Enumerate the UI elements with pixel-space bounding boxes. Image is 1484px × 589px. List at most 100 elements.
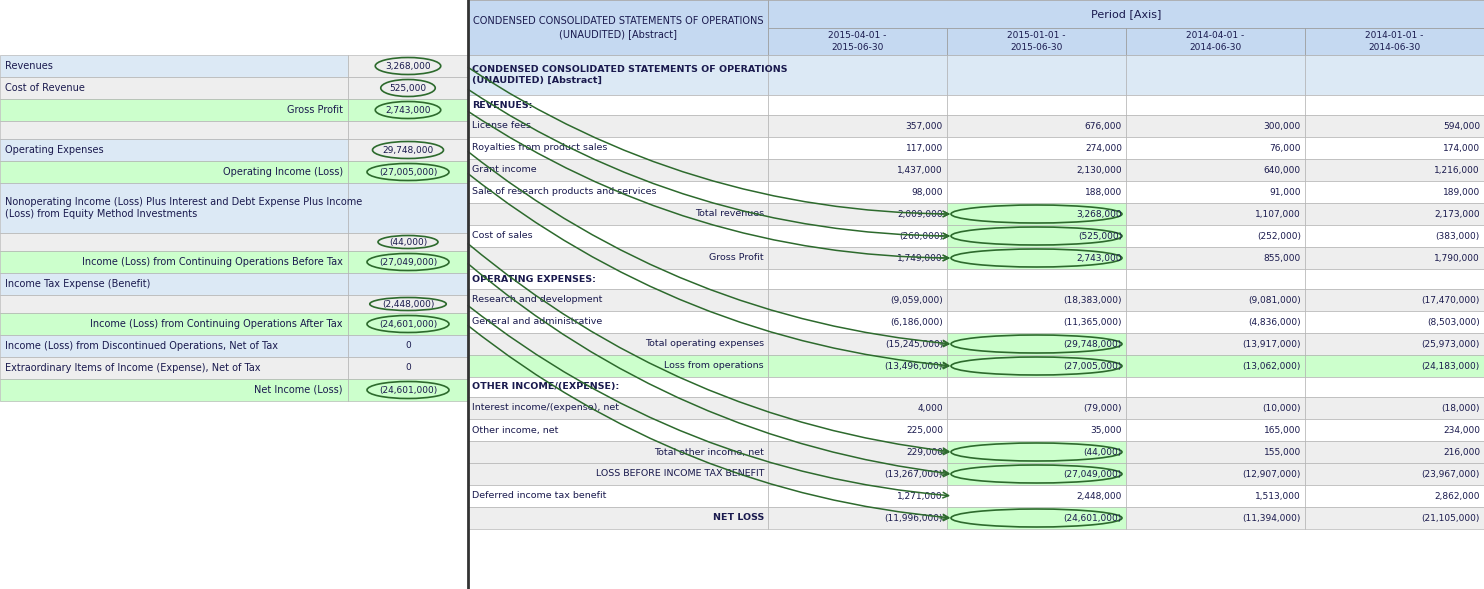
Bar (0, 139, 349, 161)
Bar (1126, 463, 1304, 485)
Text: Income (Loss) from Continuing Operations After Tax: Income (Loss) from Continuing Operations… (91, 319, 343, 329)
Bar (467, 289, 769, 311)
Text: (13,917,000): (13,917,000) (1242, 339, 1301, 349)
Bar (947, 311, 1126, 333)
Bar (1126, 28, 1304, 55)
Text: 2,009,000: 2,009,000 (898, 210, 942, 219)
Text: OTHER INCOME/(EXPENSE):: OTHER INCOME/(EXPENSE): (472, 382, 619, 392)
Bar (1126, 397, 1304, 419)
Text: 2,448,000: 2,448,000 (1076, 491, 1122, 501)
Text: 2,743,000: 2,743,000 (1076, 253, 1122, 263)
Bar (769, 247, 947, 269)
Text: (8,503,000): (8,503,000) (1428, 317, 1480, 326)
Bar (349, 313, 467, 335)
Text: General and administrative: General and administrative (472, 317, 603, 326)
Bar (0, 379, 349, 401)
Text: 2014-01-01 -
2014-06-30: 2014-01-01 - 2014-06-30 (1365, 31, 1423, 52)
Text: 165,000: 165,000 (1264, 425, 1301, 435)
Text: (18,383,000): (18,383,000) (1064, 296, 1122, 305)
Text: 35,000: 35,000 (1091, 425, 1122, 435)
Bar (769, 397, 947, 419)
Bar (1126, 55, 1304, 95)
Text: 1,513,000: 1,513,000 (1255, 491, 1301, 501)
Text: CONDENSED CONSOLIDATED STATEMENTS OF OPERATIONS
(UNAUDITED) [Abstract]: CONDENSED CONSOLIDATED STATEMENTS OF OPE… (472, 65, 788, 85)
Text: (525,000): (525,000) (1077, 231, 1122, 240)
Text: 225,000: 225,000 (907, 425, 942, 435)
Bar (1126, 333, 1304, 355)
Text: 0: 0 (405, 342, 411, 350)
Text: 2,743,000: 2,743,000 (386, 105, 430, 114)
Text: (11,394,000): (11,394,000) (1242, 514, 1301, 522)
Text: 229,000: 229,000 (907, 448, 942, 456)
Bar (769, 311, 947, 333)
Bar (467, 0, 769, 55)
Text: 357,000: 357,000 (905, 121, 942, 131)
Text: (260,000): (260,000) (899, 231, 942, 240)
Text: Cost of sales: Cost of sales (472, 231, 533, 240)
Text: Grant income: Grant income (472, 166, 537, 174)
Bar (1126, 311, 1304, 333)
Bar (1126, 181, 1304, 203)
Bar (1304, 115, 1484, 137)
Text: (2,448,000): (2,448,000) (381, 299, 435, 309)
Bar (1126, 115, 1304, 137)
Bar (1304, 333, 1484, 355)
Bar (467, 377, 769, 397)
Bar (467, 225, 769, 247)
Bar (947, 28, 1126, 55)
Bar (947, 203, 1126, 225)
Text: OPERATING EXPENSES:: OPERATING EXPENSES: (472, 274, 597, 283)
Text: LOSS BEFORE INCOME TAX BENEFIT: LOSS BEFORE INCOME TAX BENEFIT (595, 469, 764, 478)
Text: 2,862,000: 2,862,000 (1435, 491, 1480, 501)
Text: (25,973,000): (25,973,000) (1422, 339, 1480, 349)
Bar (1126, 289, 1304, 311)
Bar (947, 397, 1126, 419)
Bar (467, 137, 769, 159)
Text: (27,005,000): (27,005,000) (378, 167, 438, 177)
Bar (947, 333, 1126, 355)
Bar (1304, 419, 1484, 441)
Bar (947, 137, 1126, 159)
Bar (0, 233, 349, 251)
Bar (769, 0, 1484, 28)
Bar (769, 377, 947, 397)
Text: 91,000: 91,000 (1269, 187, 1301, 197)
Text: Sale of research products and services: Sale of research products and services (472, 187, 656, 197)
Bar (467, 333, 769, 355)
Bar (349, 379, 467, 401)
Bar (467, 441, 769, 463)
Text: 234,000: 234,000 (1442, 425, 1480, 435)
Bar (947, 225, 1126, 247)
Text: 188,000: 188,000 (1085, 187, 1122, 197)
Bar (349, 251, 467, 273)
Text: (17,470,000): (17,470,000) (1422, 296, 1480, 305)
Text: (18,000): (18,000) (1441, 403, 1480, 412)
Text: (11,996,000): (11,996,000) (884, 514, 942, 522)
Text: Royalties from product sales: Royalties from product sales (472, 144, 607, 153)
Bar (349, 139, 467, 161)
Text: Income Tax Expense (Benefit): Income Tax Expense (Benefit) (4, 279, 150, 289)
Bar (349, 357, 467, 379)
Bar (467, 115, 769, 137)
Bar (1126, 247, 1304, 269)
Bar (769, 355, 947, 377)
Text: 274,000: 274,000 (1085, 144, 1122, 153)
Bar (1304, 159, 1484, 181)
Text: 2015-04-01 -
2015-06-30: 2015-04-01 - 2015-06-30 (828, 31, 886, 52)
Text: Gross Profit: Gross Profit (286, 105, 343, 115)
Text: Operating Income (Loss): Operating Income (Loss) (223, 167, 343, 177)
Bar (947, 441, 1126, 463)
Bar (1304, 95, 1484, 115)
Bar (1304, 463, 1484, 485)
Text: (27,005,000): (27,005,000) (1064, 362, 1122, 370)
Bar (947, 181, 1126, 203)
Text: Period [Axis]: Period [Axis] (1091, 9, 1160, 19)
Text: 1,790,000: 1,790,000 (1434, 253, 1480, 263)
Text: Extraordinary Items of Income (Expense), Net of Tax: Extraordinary Items of Income (Expense),… (4, 363, 261, 373)
Bar (467, 397, 769, 419)
Text: (24,183,000): (24,183,000) (1422, 362, 1480, 370)
Bar (467, 247, 769, 269)
Text: (4,836,000): (4,836,000) (1248, 317, 1301, 326)
Bar (769, 269, 947, 289)
Text: Cost of Revenue: Cost of Revenue (4, 83, 85, 93)
